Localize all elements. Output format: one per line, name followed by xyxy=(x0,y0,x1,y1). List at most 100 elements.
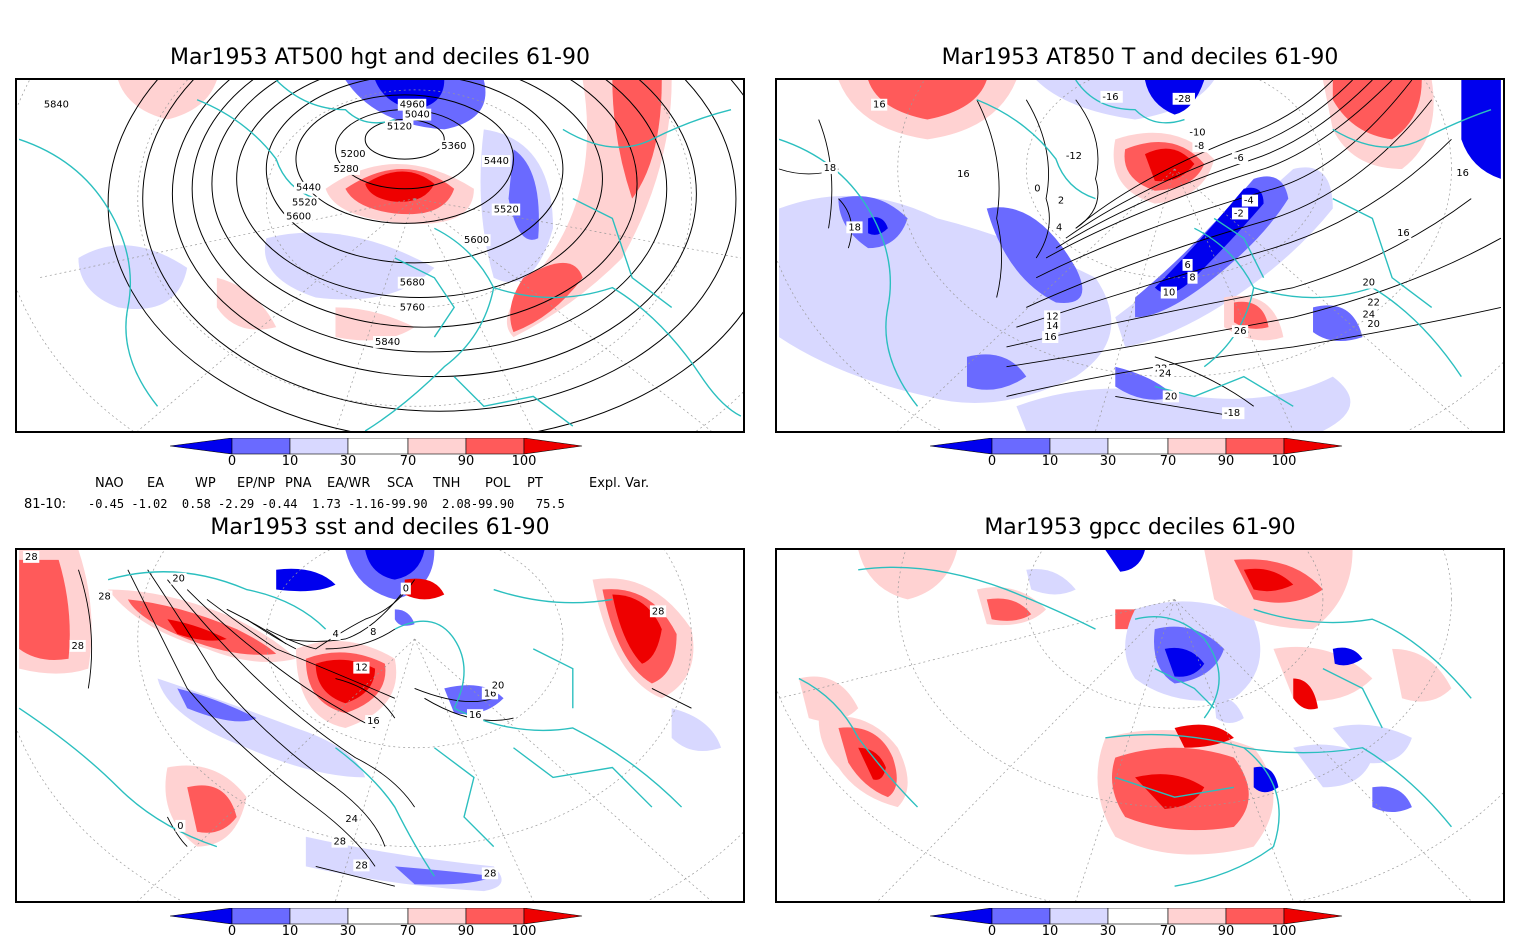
contour-label-bg xyxy=(290,196,319,209)
contour-label: 5520 xyxy=(292,198,317,209)
colorbar-tick-label: 70 xyxy=(399,924,417,939)
contour-label: -8 xyxy=(1194,141,1204,152)
contour-label-bg xyxy=(1241,194,1259,207)
contour-label: 5840 xyxy=(375,337,400,348)
contour-label: 28 xyxy=(98,591,111,602)
contour-label-bg xyxy=(1187,126,1210,139)
panel-title-3: Mar1953 sst and deciles 61-90 xyxy=(210,515,550,540)
contour-label: 12 xyxy=(1046,311,1059,322)
map-panel-sst: 28 20 28 28 0 4 8 12 16 16 16 20 24 28 28 28 28 0 xyxy=(15,548,745,903)
indices-row-label: 81-10: xyxy=(24,497,67,512)
contour-label: -6 xyxy=(1234,153,1244,164)
colorbar-swatch xyxy=(465,437,525,455)
contour-label: 16 xyxy=(1397,228,1410,239)
map-panel-gpcc xyxy=(775,548,1505,903)
contour-label-bg xyxy=(467,709,484,722)
contour-label-bg xyxy=(1172,92,1195,105)
colorbar-swatch xyxy=(1107,907,1169,925)
colorbar-swatch xyxy=(929,907,993,925)
contour-label: 5440 xyxy=(484,156,509,167)
colorbar-swatch xyxy=(289,437,349,455)
contour-label-bg xyxy=(1187,271,1198,284)
contour-label: 5680 xyxy=(400,278,425,289)
colorbar-tick-label: 0 xyxy=(987,924,997,939)
colorbar-tick-label: 70 xyxy=(399,454,417,469)
contour-label-bg xyxy=(96,590,113,603)
colorbar-4-scale xyxy=(929,907,1343,925)
colorbar-2: 0 10 30 70 90 100 xyxy=(929,437,1350,478)
contour-label-bg xyxy=(1365,318,1382,331)
contour-label-bg xyxy=(489,679,506,692)
contour-label-bg xyxy=(481,155,511,168)
contour-label-bg xyxy=(846,221,863,234)
colorbar-tick-label: 10 xyxy=(281,924,299,939)
contour-label: 24 xyxy=(345,814,358,825)
panel-title-2: Mar1953 AT850 T and deciles 61-90 xyxy=(941,45,1339,70)
index-header: EP/NP xyxy=(237,476,275,491)
contour-label-bg xyxy=(397,301,427,314)
colorbar-tick-label: 100 xyxy=(1271,924,1297,939)
colorbar-swatch xyxy=(523,907,583,925)
colorbar-tick-label: 0 xyxy=(987,454,997,469)
contour-label: 16 xyxy=(873,100,886,111)
contour-label: 8 xyxy=(1189,273,1195,284)
colorbar-tick-label: 90 xyxy=(457,454,475,469)
map-panel-hgt500: 5840 4960 5040 5120 5200 5280 5360 5440 5440 5520… xyxy=(15,78,745,433)
colorbar-swatch xyxy=(169,437,233,455)
contour-label: 5120 xyxy=(387,121,412,132)
colorbar-swatch xyxy=(1225,907,1285,925)
contour-label-bg xyxy=(41,98,71,111)
colorbar-tick-label: 10 xyxy=(1041,454,1059,469)
colorbar-swatch xyxy=(523,437,583,455)
contour-label: 10 xyxy=(1163,288,1176,299)
colorbar-swatch xyxy=(231,437,291,455)
contour-label: 28 xyxy=(355,860,368,871)
colorbar-swatch xyxy=(1107,437,1169,455)
contour-label: 18 xyxy=(848,222,861,233)
contour-label-bg xyxy=(1162,390,1179,403)
contour-label-bg xyxy=(384,120,414,133)
colorbar-tick-label: 30 xyxy=(1099,924,1117,939)
colorbar-2-scale xyxy=(929,437,1343,455)
contour-label: 8 xyxy=(370,627,376,638)
colorbar-tick-label: 10 xyxy=(1041,924,1059,939)
colorbar-swatch xyxy=(347,907,409,925)
contour-label: 20 xyxy=(1165,391,1178,402)
index-header: EA xyxy=(147,476,165,491)
contour-label: 5360 xyxy=(441,141,466,152)
colorbar-tick-label: 100 xyxy=(511,924,537,939)
contour-label-bg xyxy=(794,80,812,83)
contour-label-bg xyxy=(368,626,379,638)
contour-label-bg xyxy=(821,162,838,174)
contour-label-bg xyxy=(353,859,370,872)
colorbar-tick-label: 0 xyxy=(227,924,237,939)
colorbar-tick-label: 30 xyxy=(339,924,357,939)
contour-label: 5200 xyxy=(340,149,365,160)
contour-label: 20 xyxy=(1367,319,1380,330)
map-panel-t850: 201616-16-28-10-8-12-6-4-202468101214161… xyxy=(775,78,1505,433)
index-header: POL xyxy=(485,476,511,491)
contour-label-bg xyxy=(331,835,348,848)
contour-label: 24 xyxy=(1362,309,1375,320)
contour-label-bg xyxy=(481,687,499,700)
contour-label-bg xyxy=(439,140,468,153)
colorbar-swatch xyxy=(929,437,993,455)
contour-label: 28 xyxy=(72,641,85,652)
contour-label: 20 xyxy=(172,574,185,585)
colorbar-4: 0 10 30 70 90 100 xyxy=(929,907,1350,940)
contour-label: 24 xyxy=(1159,369,1172,380)
contour-label: 5280 xyxy=(334,164,359,175)
colorbar-swatch xyxy=(407,437,467,455)
contour-label-bg xyxy=(1231,325,1249,338)
contour-label: 6 xyxy=(1184,260,1190,271)
index-header: WP xyxy=(195,476,216,491)
contour-label: 4 xyxy=(333,629,339,640)
contour-label-bg xyxy=(397,276,427,289)
colorbar-tick-label: 0 xyxy=(227,454,237,469)
contour-label: 5840 xyxy=(44,100,69,111)
contour-label-bg xyxy=(1454,167,1471,179)
colorbar-swatch xyxy=(1167,907,1227,925)
contour-label: -10 xyxy=(1189,127,1205,138)
colorbar-swatch xyxy=(991,437,1051,455)
contour-label-bg xyxy=(338,148,367,161)
